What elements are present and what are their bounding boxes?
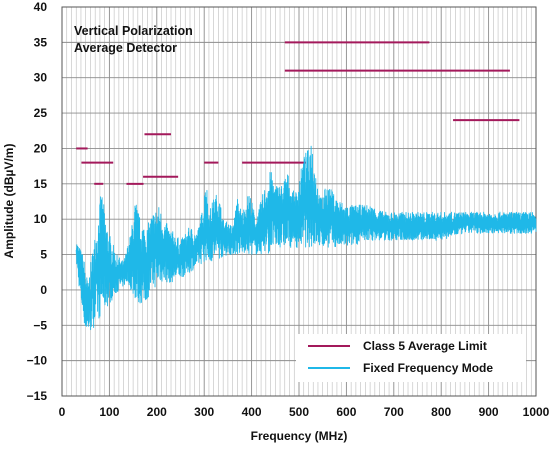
y-tick-label: −5 [33,318,47,332]
x-tick-label: 1000 [523,405,550,419]
x-tick-label: 700 [384,405,404,419]
legend-label-limit: Class 5 Average Limit [363,339,487,353]
limit-line-series [76,41,520,185]
y-tick-label: 10 [34,212,48,226]
x-tick-label: 400 [242,405,262,419]
plot-frame [61,6,537,397]
y-axis-title: Amplitude (dBµV/m) [2,144,16,259]
x-tick-label: 0 [59,405,66,419]
y-tick-label: 15 [34,177,48,191]
tick-labels: 0 100 200 300 400 500 600 700 800 900 1000−15−10−5… [27,0,550,419]
y-tick-label: 5 [40,248,47,262]
x-axis-title: Frequency (MHz) [251,429,348,443]
x-tick-label: 600 [336,405,356,419]
legend-box [296,334,526,382]
annotation-line-2: Average Detector [74,41,177,55]
y-tick-label: 35 [34,35,48,49]
x-tick-label: 900 [479,405,499,419]
y-tick-label: 25 [34,106,48,120]
trace-line [75,145,537,331]
x-tick-label: 300 [194,405,214,419]
x-tick-label: 800 [431,405,451,419]
annotation-line-1: Vertical Polarization [74,24,193,38]
grid-lines [61,6,537,397]
y-tick-label: 40 [34,0,48,14]
legend: Class 5 Average Limit Fixed Frequency Mo… [296,334,526,382]
x-tick-label: 200 [147,405,167,419]
y-tick-label: −15 [27,389,48,403]
y-tick-label: 20 [34,141,48,155]
y-tick-label: 0 [40,283,47,297]
fixed-frequency-trace [75,145,537,331]
x-tick-label: 500 [289,405,309,419]
x-tick-label: 100 [99,405,119,419]
y-tick-label: −10 [27,354,48,368]
legend-label-trace: Fixed Frequency Mode [363,361,493,375]
y-tick-label: 30 [34,71,48,85]
